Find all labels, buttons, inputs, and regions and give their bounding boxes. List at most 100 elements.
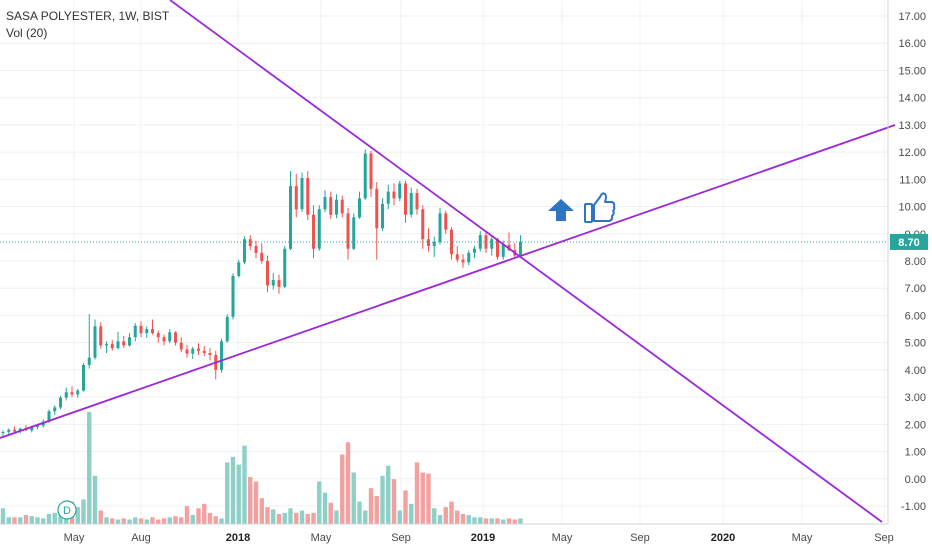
y-tick-label: -1.00 [901, 501, 926, 513]
candle [421, 205, 425, 249]
candle [231, 273, 235, 320]
x-tick-label: 2019 [471, 532, 495, 544]
candle-body [116, 341, 120, 349]
candle-body [277, 280, 281, 287]
candle-body [110, 344, 114, 349]
x-axis[interactable]: May Aug 2018 May Sep 2019 May Sep 2020 May Sep [64, 532, 894, 544]
candle-body [369, 153, 373, 189]
candle-body [99, 326, 103, 346]
volume-bar [322, 492, 328, 524]
volume-bar [351, 472, 356, 524]
candle-body [415, 192, 419, 210]
volume-bar [161, 518, 167, 524]
candle-body [139, 325, 143, 334]
y-tick-label: 5.00 [905, 338, 926, 350]
candle [363, 149, 367, 200]
candle [444, 210, 448, 234]
candle-body [151, 329, 154, 334]
candle-body [317, 209, 321, 249]
volume-bar [357, 501, 362, 524]
candle-body [444, 213, 448, 230]
candle [346, 207, 350, 260]
volume-bar [190, 515, 195, 524]
candle-body [231, 275, 235, 317]
candle [432, 236, 436, 257]
volume-bar [397, 510, 402, 524]
candle [427, 228, 430, 252]
candle [484, 232, 488, 253]
volume-bar [363, 510, 368, 524]
candle-body [260, 252, 264, 261]
volume-bar [443, 507, 448, 524]
x-tick-label: 2018 [226, 532, 250, 544]
candle [519, 235, 522, 257]
trendlines[interactable] [0, 0, 896, 523]
y-axis[interactable]: 17.00 16.00 15.00 14.00 13.00 12.00 11.00 10.00… [898, 11, 926, 513]
candle [409, 187, 413, 218]
volume-bar [282, 512, 287, 524]
candle [208, 348, 212, 361]
candle-body [82, 364, 85, 391]
volume-bar [449, 501, 454, 524]
volume-bar [483, 518, 489, 524]
candle-body [501, 244, 505, 257]
volume-bar [374, 496, 379, 524]
candle [168, 329, 172, 344]
candle-body [461, 259, 465, 263]
volume-bar [115, 519, 121, 524]
x-tick-label: 2020 [711, 532, 735, 544]
volume-bar [12, 517, 17, 524]
candle-body [76, 390, 80, 395]
candle [358, 191, 361, 219]
last-price-label: 8.70 [898, 237, 919, 249]
candle-body [340, 199, 344, 214]
candle [323, 190, 327, 212]
y-tick-label: 4.00 [905, 365, 926, 377]
volume-bar [328, 502, 333, 524]
dividend-marker[interactable]: D [57, 500, 77, 520]
candle [13, 426, 16, 433]
candle-body [519, 241, 522, 256]
candle [99, 322, 103, 349]
volume-bar [259, 498, 264, 524]
candle-body [363, 153, 367, 199]
candle [237, 259, 241, 278]
candle-body [174, 332, 177, 343]
y-tick-label: 16.00 [898, 38, 926, 50]
candle-body [30, 427, 34, 431]
x-tick-label: May [792, 532, 813, 544]
candle-body [323, 197, 327, 210]
candle-body [335, 199, 338, 215]
volume-bar [409, 503, 414, 524]
volume-bar [414, 462, 420, 524]
volume-bar [133, 517, 138, 524]
candle [185, 344, 189, 358]
candle-body [329, 197, 333, 215]
ascending-trendline[interactable] [0, 124, 896, 439]
volume-bar [35, 517, 40, 524]
volume-bar [219, 518, 224, 524]
candle-body [248, 239, 252, 247]
candle [162, 334, 166, 346]
candle-body [156, 333, 160, 338]
candle-body [254, 246, 258, 253]
y-tick-label: 2.00 [905, 419, 926, 431]
volume-bar [184, 506, 190, 524]
candle-body [404, 183, 407, 215]
candle-body [455, 254, 459, 260]
candle-body [490, 239, 494, 249]
candle [461, 254, 465, 268]
volume-bar [248, 476, 253, 524]
descending-trendline[interactable] [169, 0, 883, 523]
candle [352, 213, 356, 251]
candle [87, 314, 91, 369]
x-tick-label: May [64, 532, 85, 544]
candle-body [208, 353, 212, 355]
x-tick-label: May [311, 532, 332, 544]
candle-body [432, 241, 436, 247]
volume-bar [127, 519, 132, 524]
candle [59, 395, 62, 410]
candle-body [64, 392, 68, 398]
candle [93, 319, 97, 360]
